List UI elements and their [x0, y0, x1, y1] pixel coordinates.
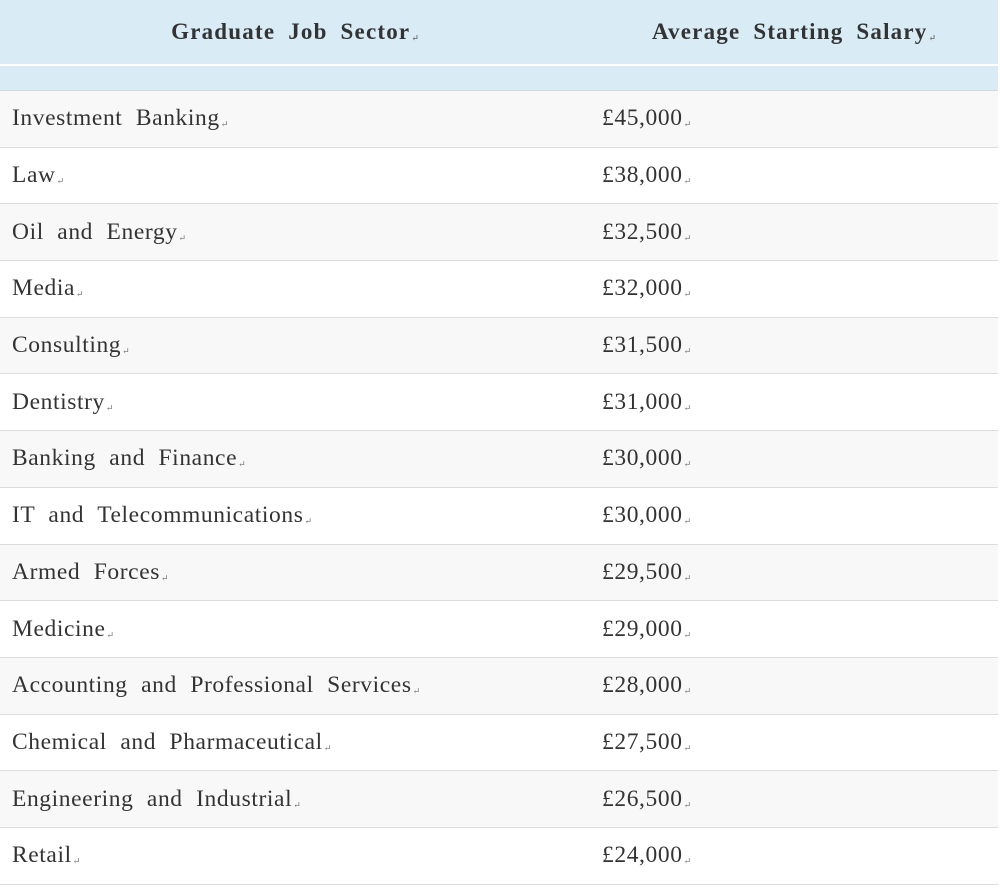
header-row: Graduate Job Sector Average Starting Sal…: [0, 0, 998, 66]
table-row: Consulting £31,500: [0, 317, 998, 375]
salary-cell-text: £24,000: [602, 842, 691, 868]
salary-cell: £32,500: [590, 203, 998, 262]
salary-cell: £30,000: [590, 430, 998, 488]
salary-cell: £38,000: [590, 147, 998, 205]
header-spacer-row: [0, 65, 998, 91]
salary-cell: £31,500: [590, 317, 998, 375]
sector-cell-text: Consulting: [12, 332, 130, 358]
sector-cell: Retail: [0, 827, 590, 885]
sector-cell-text: Chemical and Pharmaceutical: [12, 729, 331, 755]
sector-cell: Consulting: [0, 317, 590, 375]
sector-cell: Oil and Energy: [0, 203, 590, 262]
salary-cell: £32,000: [590, 260, 998, 318]
salary-cell-text: £32,500: [602, 219, 691, 245]
sector-cell-text: Engineering and Industrial: [12, 786, 301, 812]
salary-cell-text: £30,000: [602, 445, 691, 471]
table-row: IT and Telecommunications £30,000: [0, 487, 998, 545]
sector-cell: Law: [0, 147, 590, 205]
sector-cell: Dentistry: [0, 373, 590, 432]
table-row: Investment Banking £45,000: [0, 90, 998, 148]
salary-cell: £28,000: [590, 657, 998, 715]
sector-cell: Accounting and Professional Services: [0, 657, 590, 715]
sector-cell-text: Media: [12, 275, 84, 301]
salary-cell: £29,500: [590, 544, 998, 602]
sector-cell: IT and Telecommunications: [0, 487, 590, 545]
salary-cell-text: £31,000: [602, 389, 691, 415]
sector-cell: Armed Forces: [0, 544, 590, 602]
table-row: Chemical and Pharmaceutical £27,500: [0, 714, 998, 772]
salary-cell-text: £30,000: [602, 502, 691, 528]
table-row: Law £38,000: [0, 147, 998, 205]
table-row: Retail £24,000: [0, 827, 998, 885]
sector-cell: Medicine: [0, 600, 590, 658]
header-sector: Graduate Job Sector: [0, 0, 590, 66]
table-row: Oil and Energy £32,500: [0, 203, 998, 262]
salary-cell-text: £31,500: [602, 332, 691, 358]
sector-cell-text: Banking and Finance: [12, 445, 246, 471]
header-salary: Average Starting Salary: [590, 0, 998, 66]
salary-cell: £30,000: [590, 487, 998, 545]
salary-cell-text: £29,000: [602, 616, 691, 642]
sector-cell: Engineering and Industrial: [0, 770, 590, 828]
salary-cell: £26,500: [590, 770, 998, 828]
salary-cell-text: £29,500: [602, 559, 691, 585]
sector-cell: Media: [0, 260, 590, 318]
sector-cell: Chemical and Pharmaceutical: [0, 714, 590, 772]
salary-cell-text: £28,000: [602, 672, 691, 698]
page-edge: [999, 0, 1002, 878]
table-row: Accounting and Professional Services £28,…: [0, 657, 998, 715]
sector-cell: Investment Banking: [0, 90, 590, 148]
table-row: Engineering and Industrial £26,500: [0, 770, 998, 828]
sector-cell-text: Accounting and Professional Services: [12, 672, 420, 698]
sector-cell-text: Oil and Energy: [12, 219, 186, 245]
table-row: Medicine £29,000: [0, 600, 998, 658]
sector-cell-text: Dentistry: [12, 389, 113, 415]
table-row: Dentistry £31,000: [0, 373, 998, 432]
salary-cell: £24,000: [590, 827, 998, 885]
sector-cell-text: Retail: [12, 842, 80, 868]
salary-cell: £27,500: [590, 714, 998, 772]
sector-cell-text: Medicine: [12, 616, 114, 642]
sector-cell-text: Armed Forces: [12, 559, 169, 585]
table-row: Media £32,000: [0, 260, 998, 318]
sector-cell-text: IT and Telecommunications: [12, 502, 312, 528]
table-row: Banking and Finance £30,000: [0, 430, 998, 488]
salary-cell-text: £27,500: [602, 729, 691, 755]
salary-cell: £31,000: [590, 373, 998, 432]
table-row: Armed Forces £29,500: [0, 544, 998, 602]
sector-cell-text: Law: [12, 162, 64, 188]
sector-cell: Banking and Finance: [0, 430, 590, 488]
salary-cell-text: £45,000: [602, 105, 691, 131]
salary-cell: £29,000: [590, 600, 998, 658]
salary-cell-text: £32,000: [602, 275, 691, 301]
salary-cell-text: £38,000: [602, 162, 691, 188]
salary-cell-text: £26,500: [602, 786, 691, 812]
salary-cell: £45,000: [590, 90, 998, 148]
sector-cell-text: Investment Banking: [12, 105, 228, 131]
